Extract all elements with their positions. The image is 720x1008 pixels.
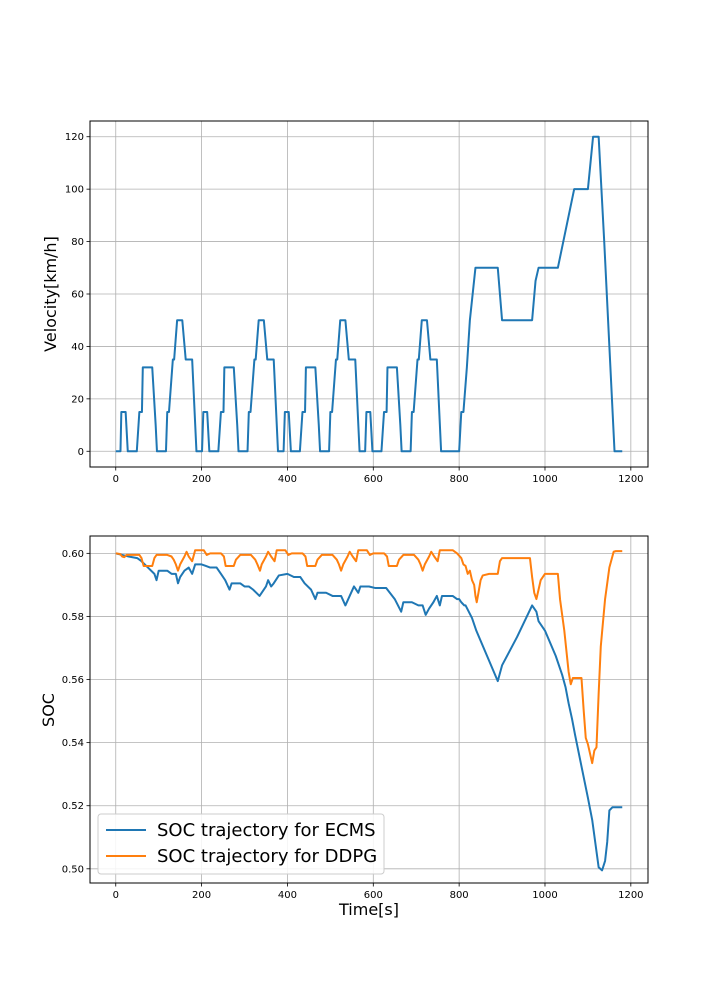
y-tick-label: 0.52 [62, 801, 84, 812]
x-tick-label: 200 [192, 474, 211, 485]
x-tick-label: 1000 [532, 474, 557, 485]
series-line-0 [115, 135, 623, 453]
y-tick-label: 40 [71, 342, 84, 353]
legend-box [97, 813, 385, 875]
soc-xlabel: Time[s] [338, 900, 399, 919]
y-tick-label: 0.54 [62, 738, 84, 749]
velocity-ylabel: Velocity[km/h] [41, 236, 60, 352]
x-tick-label: 200 [192, 890, 211, 901]
legend-label-ddpg: SOC trajectory for DDPG [157, 846, 377, 867]
x-tick-label: 800 [450, 890, 469, 901]
soc-ticks: 0 200 400 600 800 1000 1200 0.50 0.52 0.54 0.56 0.5… [62, 549, 644, 901]
y-tick-label: 80 [71, 237, 84, 248]
x-tick-label: 1200 [618, 474, 643, 485]
soc-legend: SOC trajectory for ECMS SOC trajectory f… [97, 813, 385, 875]
x-tick-label: 1200 [618, 890, 643, 901]
x-tick-label: 0 [113, 890, 119, 901]
series-line-1 [115, 549, 623, 765]
y-tick-label: 20 [71, 394, 84, 405]
y-tick-label: 0.56 [62, 675, 84, 686]
velocity-plot: 0 200 400 600 800 1000 1200 0 20 40 60 80 100 120 Vel… [41, 120, 649, 485]
x-tick-label: 400 [278, 474, 297, 485]
y-tick-label: 0.58 [62, 612, 84, 623]
soc-plot: 0 200 400 600 800 1000 1200 0.50 0.52 0.54 0.56 0.5… [39, 535, 649, 919]
x-tick-label: 600 [364, 474, 383, 485]
soc-lines [115, 549, 623, 872]
x-tick-label: 1000 [532, 890, 557, 901]
y-tick-label: 0 [78, 447, 84, 458]
velocity-lines [115, 135, 623, 453]
x-tick-label: 800 [450, 474, 469, 485]
velocity-grid [90, 121, 648, 467]
soc-ylabel: SOC [39, 693, 58, 727]
series-line-0 [115, 552, 623, 872]
y-tick-label: 0.50 [62, 864, 84, 875]
y-tick-label: 120 [65, 132, 84, 143]
y-tick-label: 100 [65, 185, 84, 196]
x-tick-label: 0 [113, 474, 119, 485]
x-tick-label: 600 [364, 890, 383, 901]
legend-label-ecms: SOC trajectory for ECMS [157, 820, 376, 841]
velocity-ticks: 0 200 400 600 800 1000 1200 0 20 40 60 80 100 120 [65, 132, 644, 485]
x-tick-label: 400 [278, 890, 297, 901]
y-tick-label: 0.60 [62, 549, 84, 560]
y-tick-label: 60 [71, 290, 84, 301]
soc-axes-frame [89, 535, 649, 884]
